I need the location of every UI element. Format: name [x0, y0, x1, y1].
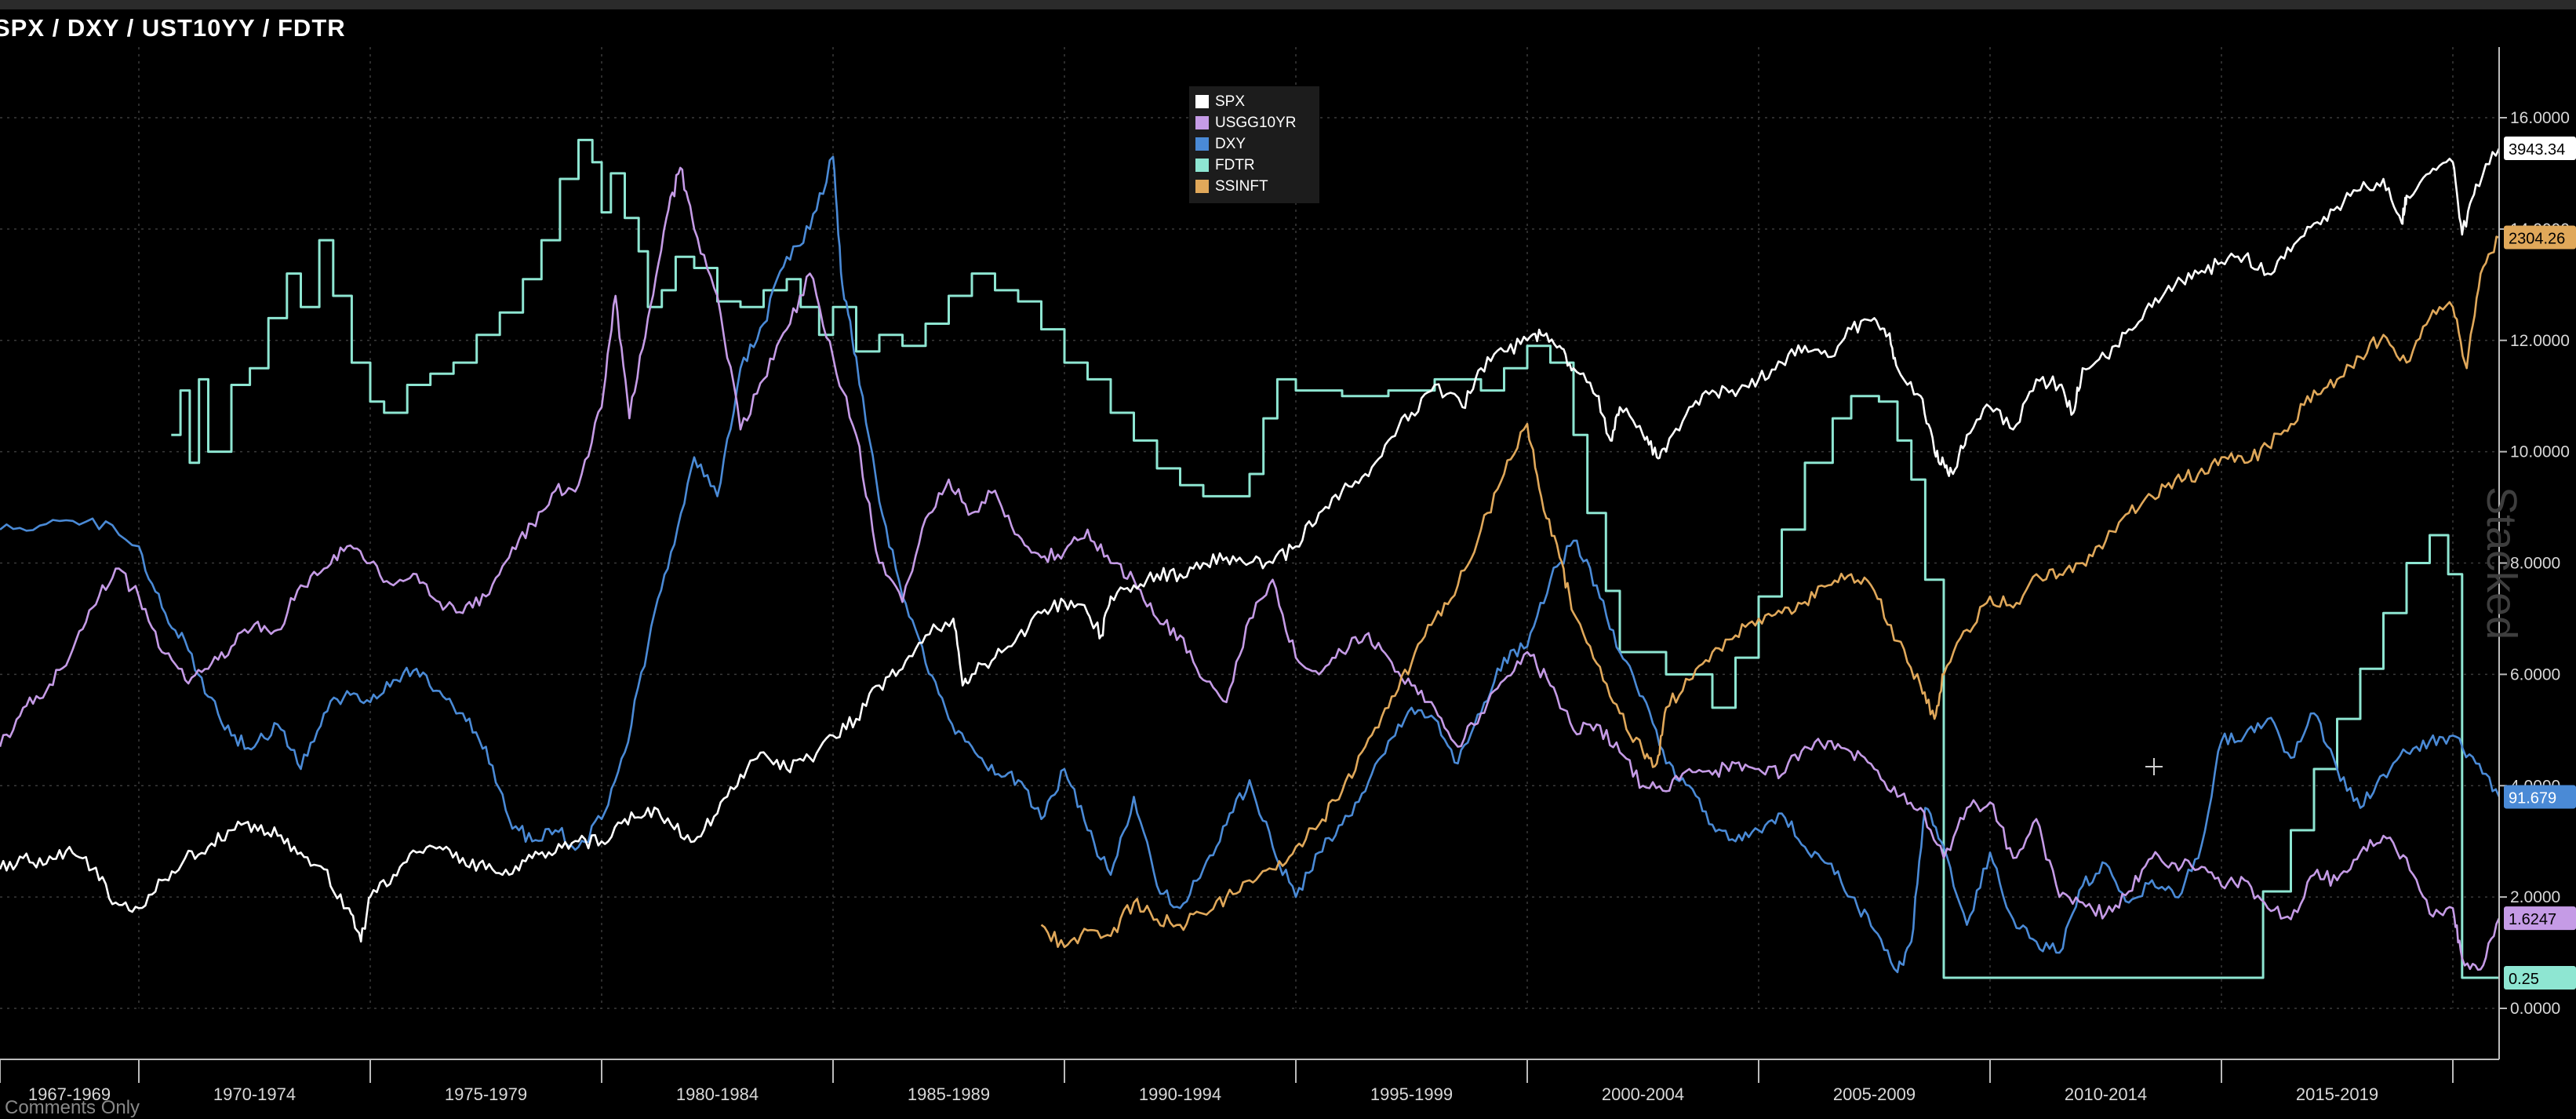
- x-tick-label: 1975-1979: [445, 1084, 527, 1104]
- series-line-ssinft: [1040, 235, 2500, 949]
- stacked-watermark: Stacked: [2478, 487, 2525, 640]
- x-tick-label: 1967-1969: [28, 1084, 111, 1104]
- x-tick-label: 2015-2019: [2296, 1084, 2378, 1104]
- x-tick-label: 1970-1974: [213, 1084, 296, 1104]
- series-line-usgg10yr: [0, 166, 2501, 971]
- legend-label-spx: SPX: [1215, 93, 1246, 110]
- last-value-badge-spx: [2504, 137, 2576, 161]
- y-tick-label: 12.0000: [2510, 332, 2570, 350]
- x-tick-label: 1995-1999: [1370, 1084, 1453, 1104]
- x-tick-label: 1980-1984: [676, 1084, 759, 1104]
- legend-item-dxy[interactable]: DXY: [1195, 133, 1313, 155]
- x-tick-label: 2010-2014: [2065, 1084, 2147, 1104]
- last-value-label-fdtr: 0.25: [2509, 971, 2539, 988]
- window-top-bar: [0, 0, 2576, 9]
- last-value-badge-usgg10yr: [2504, 906, 2576, 931]
- legend-label-fdtr: FDTR: [1215, 156, 1255, 173]
- legend-item-fdtr[interactable]: FDTR: [1195, 155, 1313, 176]
- chart-title: SPX / DXY / UST10YY / FDTR: [0, 14, 346, 42]
- last-value-badge-fdtr: [2504, 965, 2576, 990]
- legend-label-ssinft: SSINFT: [1215, 177, 1268, 195]
- chart-series: [0, 138, 2501, 979]
- last-value-labels: 0.25 91.679 1.6247 3943.34 2304.26: [2504, 137, 2576, 990]
- legend-item-ssinft[interactable]: SSINFT: [1195, 176, 1313, 197]
- y-tick-label: 6.0000: [2510, 665, 2560, 683]
- last-value-label-usgg10yr: 1.6247: [2509, 911, 2556, 928]
- last-value-label-spx: 3943.34: [2509, 141, 2565, 159]
- legend-label-dxy: DXY: [1215, 135, 1246, 152]
- x-tick-label: 2005-2009: [1833, 1084, 1916, 1104]
- series-line-fdtr: [171, 138, 2499, 979]
- x-tick-label: 1985-1989: [908, 1084, 990, 1104]
- crosshair-cursor-icon: [2145, 758, 2163, 775]
- last-value-label-ssinft: 2304.26: [2509, 231, 2565, 248]
- footer-text: Comments Only: [5, 1097, 140, 1118]
- series-line-dxy: [0, 155, 2501, 974]
- legend-swatch-usgg10yr: [1195, 116, 1209, 129]
- legend-swatch-spx: [1195, 95, 1209, 108]
- legend-swatch-ssinft: [1195, 180, 1209, 193]
- legend-swatch-dxy: [1195, 137, 1209, 151]
- y-tick-label: 2.0000: [2510, 888, 2560, 906]
- x-tick-label: 1990-1994: [1139, 1084, 1221, 1104]
- chart-axes: 0.00002.00004.00006.00008.000010.000012.…: [0, 47, 2570, 1104]
- legend-swatch-fdtr: [1195, 159, 1209, 172]
- last-value-badge-dxy: [2504, 785, 2576, 809]
- last-value-badge-ssinft: [2504, 225, 2576, 250]
- y-tick-label: 8.0000: [2510, 555, 2560, 573]
- x-tick-label: 2000-2004: [1602, 1084, 1684, 1104]
- chart-legend: SPX USGG10YR DXY FDTR SSINFT: [1189, 86, 1319, 203]
- last-value-label-dxy: 91.679: [2509, 789, 2556, 807]
- y-tick-label: 0.0000: [2510, 1000, 2560, 1018]
- y-tick-label: 16.0000: [2510, 109, 2570, 127]
- legend-label-usgg10yr: USGG10YR: [1215, 114, 1297, 131]
- legend-item-usgg10yr[interactable]: USGG10YR: [1195, 112, 1313, 133]
- y-tick-label: 10.0000: [2510, 443, 2570, 461]
- legend-item-spx[interactable]: SPX: [1195, 91, 1313, 112]
- series-line-spx: [0, 148, 2501, 943]
